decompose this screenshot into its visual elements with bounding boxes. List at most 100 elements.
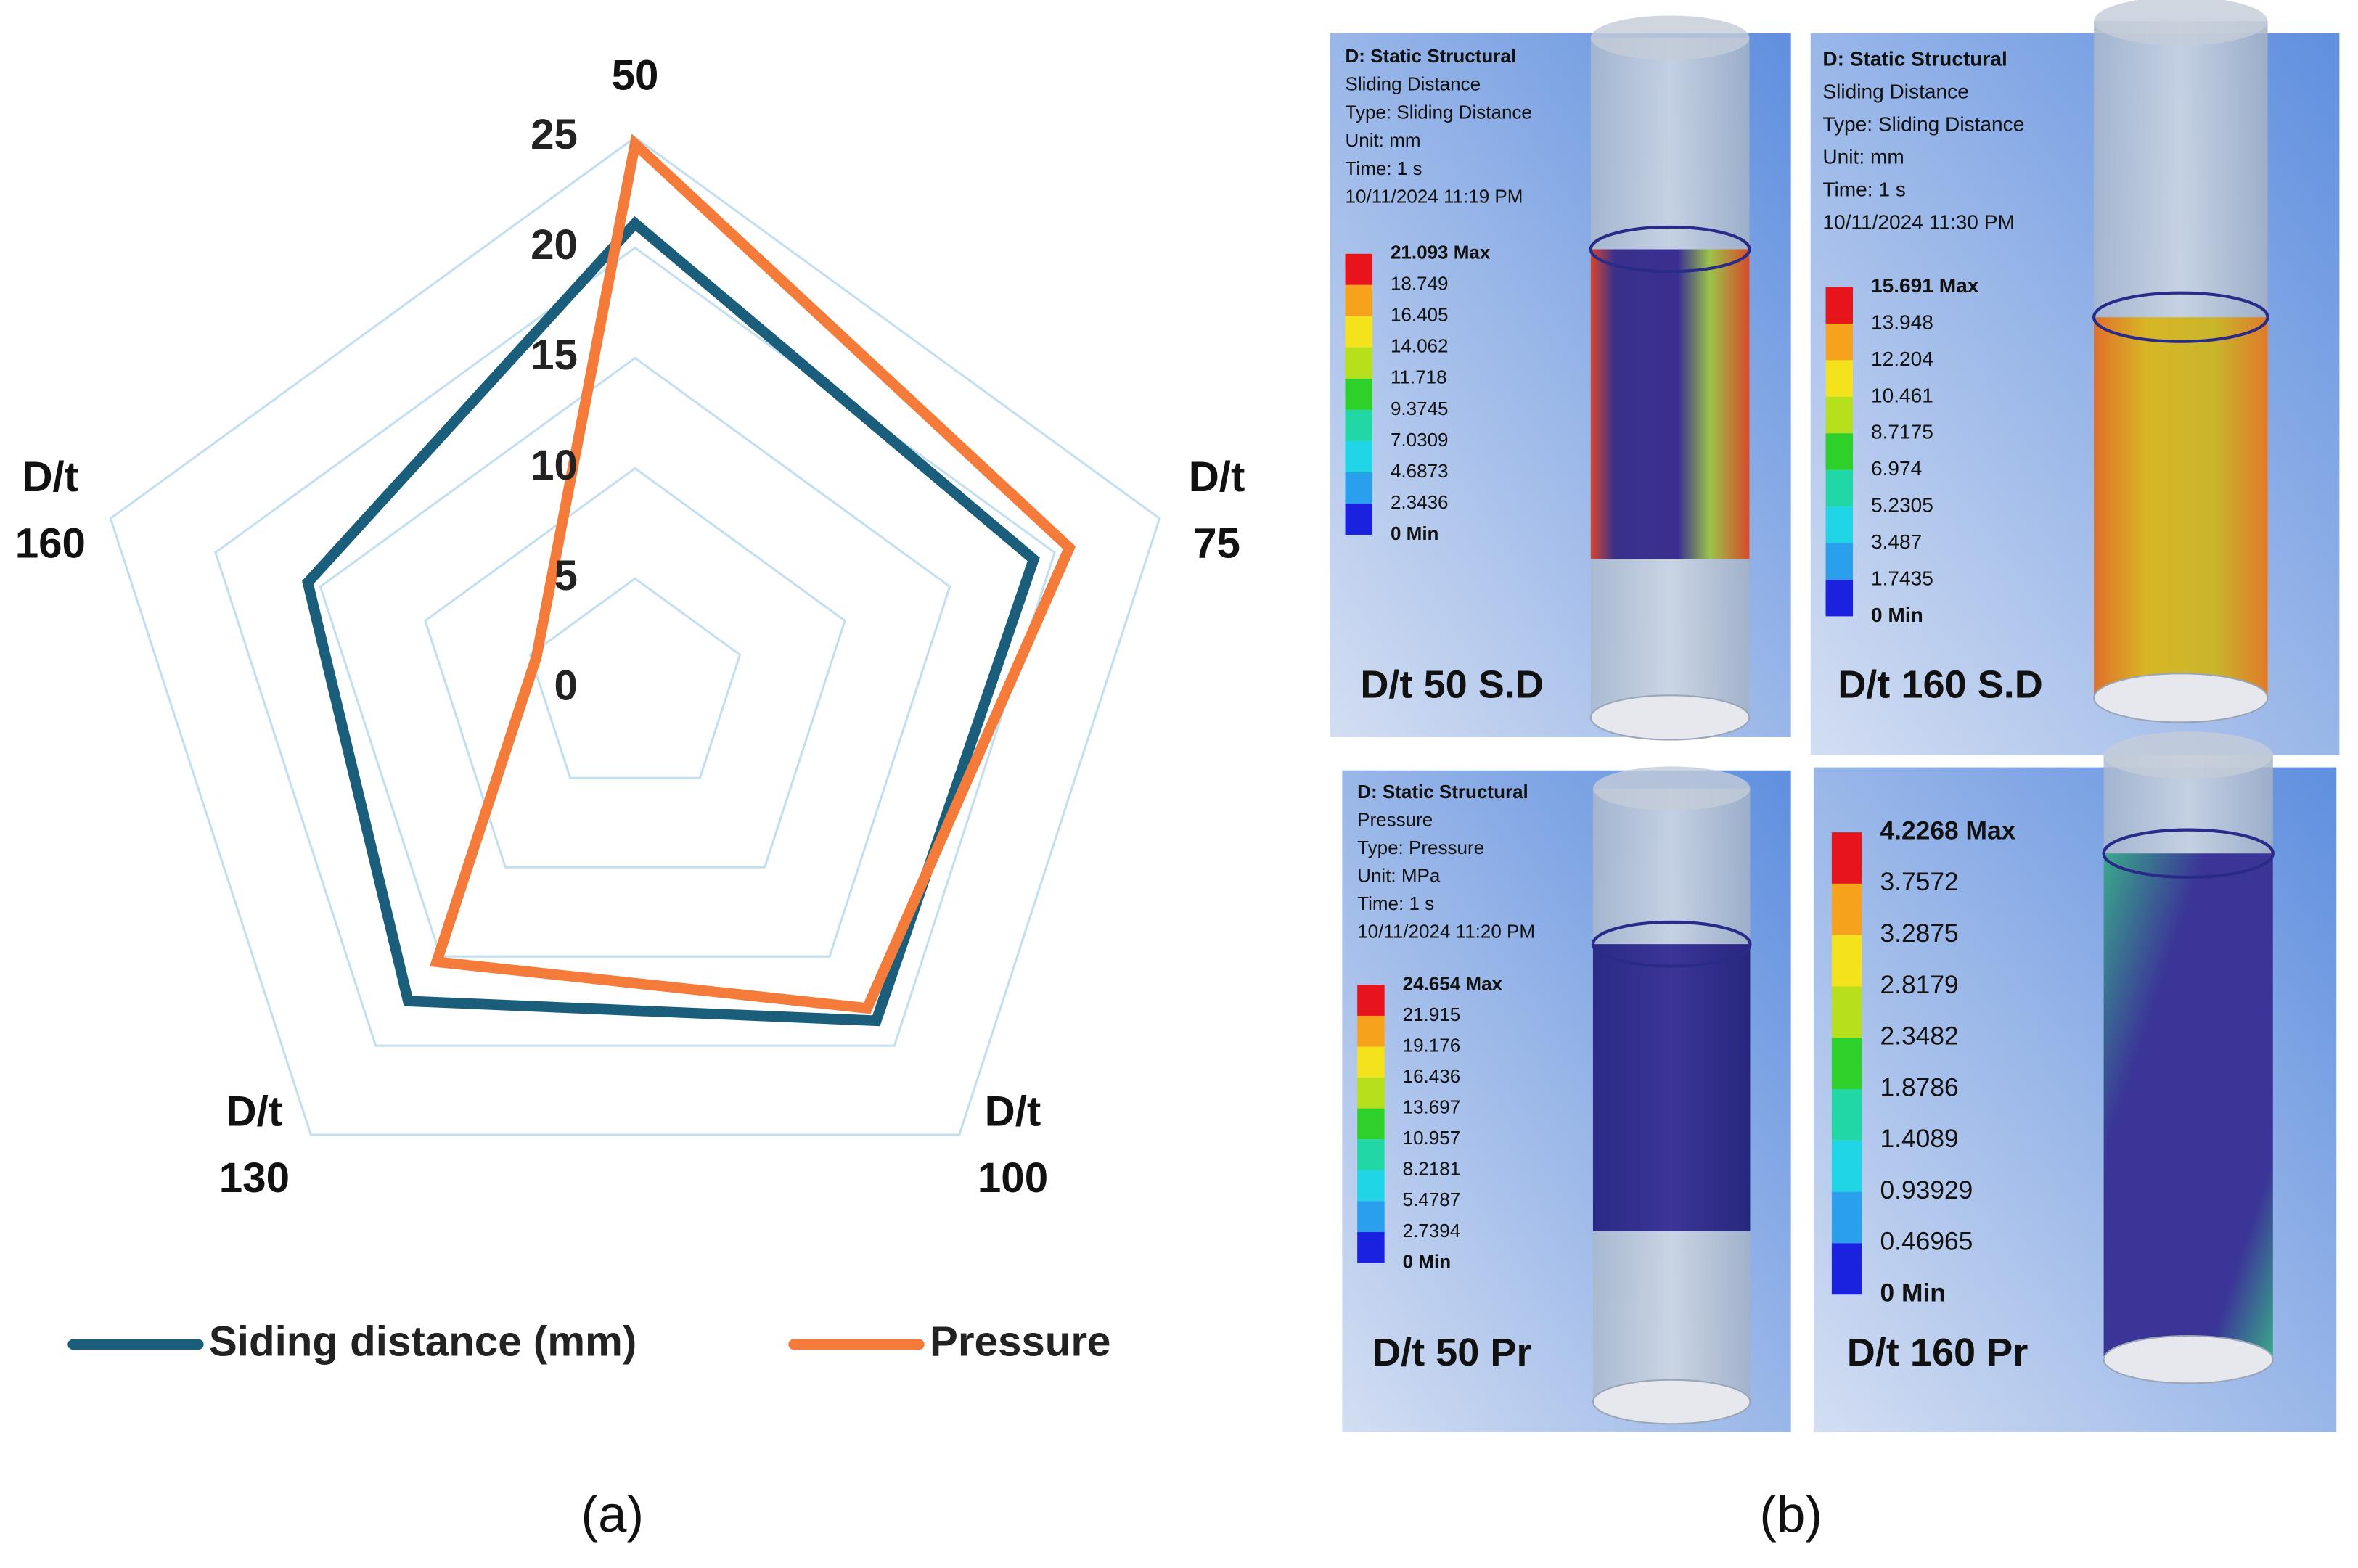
series-line [302, 216, 1040, 1027]
tube-end [2103, 731, 2273, 779]
legend-band [1357, 1015, 1385, 1047]
legend-band [1825, 433, 1854, 470]
contact-band [2094, 317, 2268, 698]
sim-panel: 4.2268 Max 3.7572 3.2875 2.8179 2.3482 1.8786… [1813, 731, 2337, 1432]
legend-value: 0 Min [1880, 1279, 1945, 1308]
legend-band [1357, 1201, 1385, 1232]
legend-band [1345, 503, 1372, 535]
subfigure-caption: (b) [1759, 1485, 1822, 1543]
legend-band [1825, 506, 1854, 543]
legend-band [1831, 935, 1862, 987]
panel-caption: D/t 50 Pr [1372, 1331, 1532, 1374]
band-edge [1589, 225, 1751, 274]
band-edge [2092, 291, 2269, 343]
legend-band [1831, 1191, 1862, 1244]
legend-value: 12.204 [1871, 348, 1933, 370]
tick-label: 0 [554, 662, 577, 710]
legend-value: 9.3745 [1391, 398, 1449, 419]
sim-panel: D: Static Structural Pressure Type: Pressu… [1342, 766, 1791, 1432]
panel-header: Time: 1 s [1346, 157, 1422, 179]
legend-value: 8.7175 [1871, 421, 1933, 443]
legend-value: 16.436 [1403, 1065, 1461, 1087]
band-edge [1591, 920, 1752, 968]
legend-value: 13.948 [1871, 311, 1933, 333]
grid-ring [528, 577, 742, 779]
tick-label: 5 [554, 552, 577, 599]
panel-header: D: Static Structural [1357, 781, 1528, 803]
panel-header: Type: Pressure [1357, 837, 1484, 858]
legend-value: 16.405 [1391, 304, 1449, 326]
legend-band [1345, 440, 1372, 472]
legend-value: 7.0309 [1391, 429, 1449, 451]
category-label: D/t 130 [219, 1088, 290, 1202]
legend-value: 5.4787 [1403, 1189, 1461, 1210]
legend-value: 6.974 [1871, 457, 1922, 480]
legend-label: Siding distance (mm) [209, 1318, 636, 1365]
legend-value: 11.718 [1391, 366, 1447, 388]
tick-label: 10 [531, 442, 578, 489]
legend-band [1825, 396, 1854, 434]
panel-header: 10/11/2024 11:20 PM [1357, 920, 1535, 942]
legend-band [1345, 378, 1372, 410]
legend-band [1831, 1038, 1862, 1090]
legend-band [1825, 469, 1854, 507]
legend-value: 3.487 [1871, 530, 1922, 553]
legend-value: 13.697 [1403, 1096, 1461, 1118]
legend-band [1831, 1243, 1862, 1295]
legend-value: 4.2268 Max [1880, 816, 2015, 845]
panel-header: Type: Sliding Distance [1822, 113, 2024, 136]
legend-band [1825, 543, 1854, 580]
legend-band [1357, 1078, 1385, 1109]
legend-value: 0.46965 [1880, 1228, 1973, 1256]
legend-band [1357, 1139, 1385, 1170]
category-label: D/t 75 [1189, 453, 1245, 567]
grid-ring [109, 136, 1161, 1136]
legend-value: 21.093 Max [1391, 242, 1491, 263]
tube-end [2103, 1335, 2274, 1384]
panel-header: 10/11/2024 11:30 PM [1822, 211, 2015, 234]
panel-header: Pressure [1357, 808, 1433, 830]
panel-header: Type: Sliding Distance [1346, 101, 1532, 123]
legend-band [1831, 986, 1862, 1038]
contact-band [1590, 249, 1750, 559]
legend-band [1831, 883, 1862, 935]
legend-value: 15.691 Max [1871, 274, 1979, 297]
series-line [429, 134, 1076, 1014]
legend-label: Pressure [930, 1318, 1111, 1365]
legend-value: 0 Min [1403, 1250, 1451, 1272]
grid-ring [319, 356, 951, 958]
legend-value: 5.2305 [1871, 494, 1933, 517]
category-label: 50 [612, 52, 659, 99]
legend-value: 8.2181 [1403, 1158, 1461, 1180]
panel-header: Time: 1 s [1357, 892, 1434, 914]
panel-header: Unit: MPa [1357, 864, 1441, 886]
legend-band [1345, 316, 1372, 348]
legend-value: 1.7435 [1871, 567, 1933, 589]
legend-value: 10.957 [1403, 1127, 1461, 1149]
panel-caption: D/t 160 S.D [1838, 663, 2043, 707]
panel-header: D: Static Structural [1346, 45, 1517, 67]
panel-caption: D/t 160 Pr [1847, 1331, 2029, 1374]
grid-ring [214, 246, 1057, 1047]
legend-band [1831, 832, 1862, 884]
legend-band [1825, 579, 1854, 617]
legend-value: 0 Min [1391, 522, 1439, 544]
panel-header: 10/11/2024 11:19 PM [1346, 186, 1523, 208]
legend-value: 3.2875 [1880, 919, 1958, 948]
tube-end [2094, 0, 2268, 46]
legend-value: 2.8179 [1880, 971, 1958, 999]
subfigure-caption: (a) [581, 1485, 644, 1543]
legend-band [1345, 347, 1372, 379]
tube-end [1590, 15, 1750, 60]
legend-band [1357, 1046, 1385, 1078]
tick-label: 25 [531, 111, 578, 158]
legend-band [1345, 284, 1372, 316]
legend-band [1825, 360, 1854, 397]
legend-value: 4.6873 [1391, 460, 1449, 482]
legend-value: 1.8786 [1880, 1073, 1958, 1101]
category-label: D/t 160 [15, 453, 86, 567]
sim-panel: D: Static Structural Sliding Distance Type… [1810, 0, 2340, 755]
panel-header: Sliding Distance [1346, 73, 1481, 95]
